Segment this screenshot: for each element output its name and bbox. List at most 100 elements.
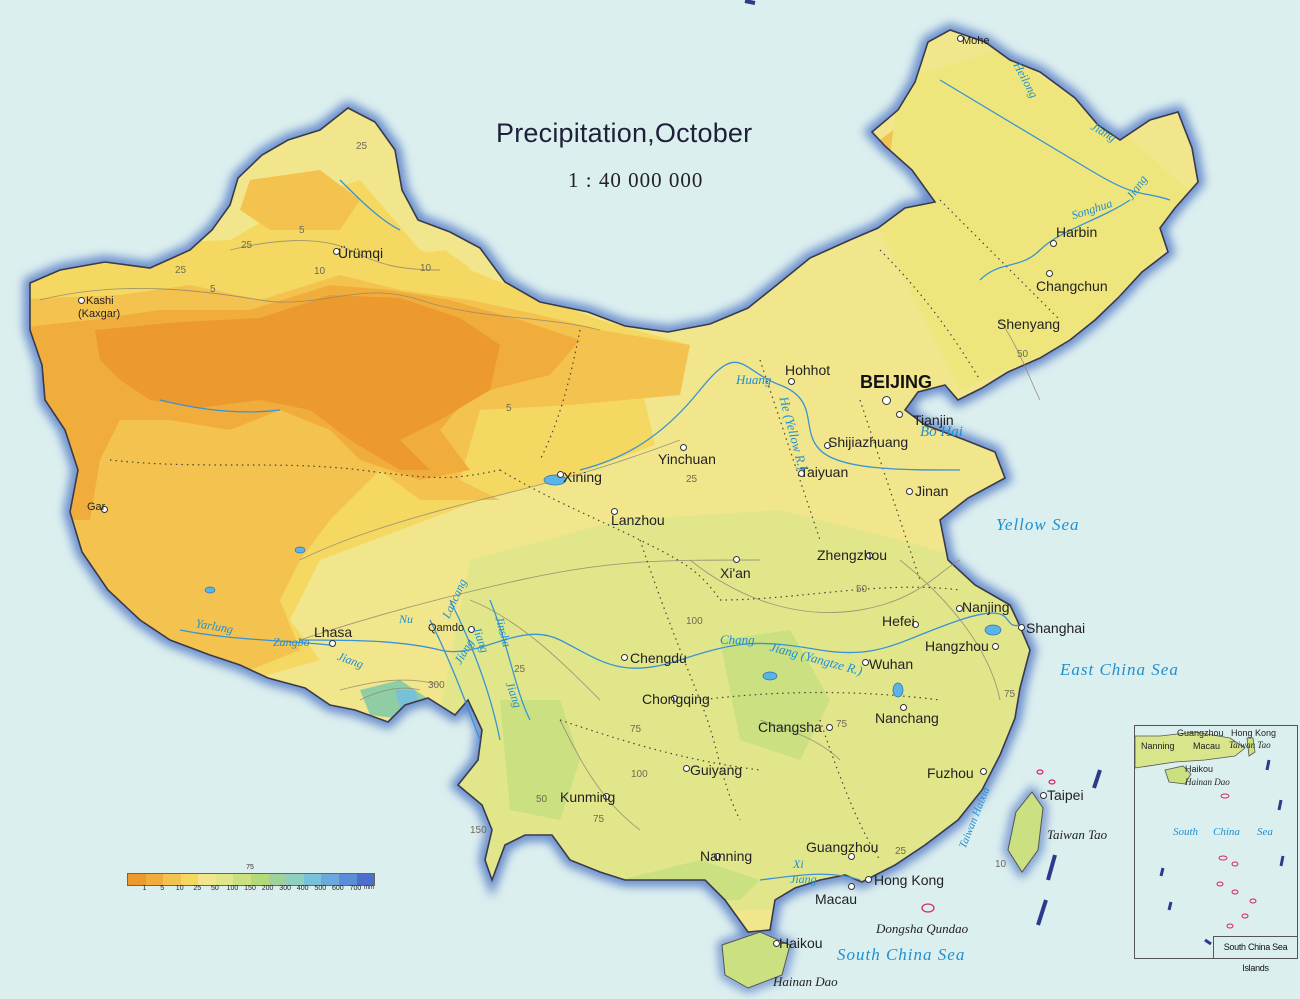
legend-tick-label: 10 bbox=[175, 885, 184, 892]
contour-label: 25 bbox=[356, 141, 368, 152]
city-marker bbox=[788, 378, 795, 385]
city-label-kaxgar: (Kaxgar) bbox=[78, 308, 121, 320]
map-title: Precipitation,October bbox=[496, 118, 753, 148]
city-label-nanning: Nanning bbox=[700, 848, 753, 864]
inset-label-guangzhou: Guangzhou bbox=[1177, 728, 1224, 738]
river-label-xi: Xi bbox=[793, 857, 804, 871]
city-label-shenyang: Shenyang bbox=[997, 316, 1061, 332]
province-boundaries bbox=[109, 199, 1061, 861]
city-label-wuhan: Wuhan bbox=[869, 656, 914, 672]
city-label-hohhot: Hohhot bbox=[785, 362, 831, 378]
city-label-nanchang: Nanchang bbox=[875, 710, 939, 726]
map-scale: 1 : 40 000 000 bbox=[568, 168, 704, 192]
city-marker bbox=[957, 35, 964, 42]
inset-label-hongkong: Hong Kong bbox=[1231, 728, 1277, 738]
city-label-urumqi: Ürümqi bbox=[338, 245, 384, 261]
legend-unit: mm bbox=[364, 885, 374, 891]
legend-tick-label: 150 bbox=[244, 885, 256, 892]
city-marker bbox=[862, 659, 869, 666]
legend-tick-label: 50 bbox=[210, 885, 219, 892]
city-label-changchun: Changchun bbox=[1036, 278, 1108, 294]
city-marker bbox=[78, 297, 85, 304]
island-label-hainan: Hainan Dao bbox=[773, 974, 838, 989]
city-label-taipei: Taipei bbox=[1047, 787, 1084, 803]
city-label-zhengzhou: Zhengzhou bbox=[817, 547, 888, 563]
legend-tick-label: 5 bbox=[160, 885, 165, 892]
city-label-haikou: Haikou bbox=[779, 935, 823, 951]
city-marker bbox=[896, 411, 903, 418]
city-marker bbox=[1040, 792, 1047, 799]
sea-label-east-china: East China Sea bbox=[1060, 660, 1179, 679]
legend-swatch bbox=[321, 874, 339, 885]
legend-swatch bbox=[356, 874, 375, 885]
legend-tick-label: 700 bbox=[349, 885, 362, 892]
city-marker bbox=[1018, 624, 1025, 631]
city-label-hangzhou: Hangzhou bbox=[925, 638, 989, 654]
inset-map bbox=[1134, 731, 1285, 946]
city-label-qamdo: Qamdo bbox=[428, 622, 465, 634]
legend-swatch bbox=[163, 874, 181, 885]
legend-swatch bbox=[198, 874, 216, 885]
contour-label: 25 bbox=[514, 664, 526, 675]
contour-label: 50 bbox=[1017, 349, 1029, 360]
contour-label: 75 bbox=[1004, 689, 1016, 700]
city-label-chengdu: Chengdu bbox=[630, 650, 687, 666]
river-label-chang: Chang bbox=[720, 632, 755, 647]
city-marker bbox=[714, 853, 721, 860]
city-marker bbox=[333, 248, 340, 255]
city-marker bbox=[848, 883, 855, 890]
inset-label-hainan: Hainan Dao bbox=[1185, 777, 1230, 787]
city-marker bbox=[733, 556, 740, 563]
hainan-island bbox=[721, 931, 791, 989]
city-label-fuzhou: Fuzhou bbox=[927, 765, 974, 781]
island-label-taiwan: Taiwan Tao bbox=[1047, 827, 1108, 842]
city-marker bbox=[956, 605, 963, 612]
maritime-boundaries bbox=[744, 0, 1102, 926]
city-label-chongqing: Chongqing bbox=[642, 691, 710, 707]
city-marker bbox=[773, 940, 780, 947]
legend-tick-label: 500 bbox=[314, 885, 327, 892]
inset-caption: South China Sea Islands bbox=[1213, 936, 1297, 973]
city-label-lhasa: Lhasa bbox=[314, 624, 353, 640]
city-marker bbox=[621, 654, 628, 661]
legend-tick-label: 300 bbox=[279, 885, 291, 892]
contour-label: 25 bbox=[895, 846, 907, 857]
legend-tick-label: 600 bbox=[332, 885, 344, 892]
contour-label: 10 bbox=[995, 859, 1007, 870]
city-marker bbox=[329, 640, 336, 647]
city-marker bbox=[611, 508, 618, 515]
legend-tick-label: 400 bbox=[296, 885, 309, 892]
city-label-hongkong: Hong Kong bbox=[874, 872, 945, 888]
legend-swatch bbox=[268, 874, 287, 885]
city-marker bbox=[1046, 270, 1053, 277]
contour-label: 150 bbox=[470, 825, 487, 836]
contour-label: 5 bbox=[299, 225, 305, 236]
city-label-mohe: Mohe bbox=[962, 35, 990, 47]
city-marker bbox=[900, 704, 907, 711]
contour-label: 10 bbox=[420, 263, 432, 274]
city-label-nanjing: Nanjing bbox=[962, 599, 1010, 615]
legend-tick-label: 100 bbox=[226, 885, 239, 892]
contour-label: 25 bbox=[175, 265, 187, 276]
city-label-shijiazhuang: Shijiazhuang bbox=[828, 434, 909, 450]
inset-label-china: China bbox=[1213, 826, 1240, 838]
legend-swatch bbox=[233, 874, 252, 885]
city-marker bbox=[671, 695, 678, 702]
contour-label: 5 bbox=[506, 403, 512, 414]
contour-label: 50 bbox=[856, 584, 868, 595]
city-marker bbox=[865, 876, 872, 883]
city-marker bbox=[798, 470, 805, 477]
city-label-kashi: Kashi bbox=[86, 295, 114, 307]
capital-label: BEIJING bbox=[860, 372, 933, 392]
city-label-xian: Xi'an bbox=[720, 565, 751, 581]
inset-label-nanning: Nanning bbox=[1141, 741, 1175, 751]
legend-swatch bbox=[128, 874, 146, 885]
inset-label-south: South bbox=[1173, 826, 1199, 838]
river-label-zangbo: Zangbo bbox=[273, 635, 310, 649]
contour-label: 75 bbox=[630, 724, 642, 735]
lakes bbox=[204, 474, 1002, 698]
legend-swatch bbox=[215, 874, 234, 885]
sea-label-bohai: Bo Hai bbox=[920, 424, 963, 440]
legend-swatch bbox=[286, 874, 304, 885]
